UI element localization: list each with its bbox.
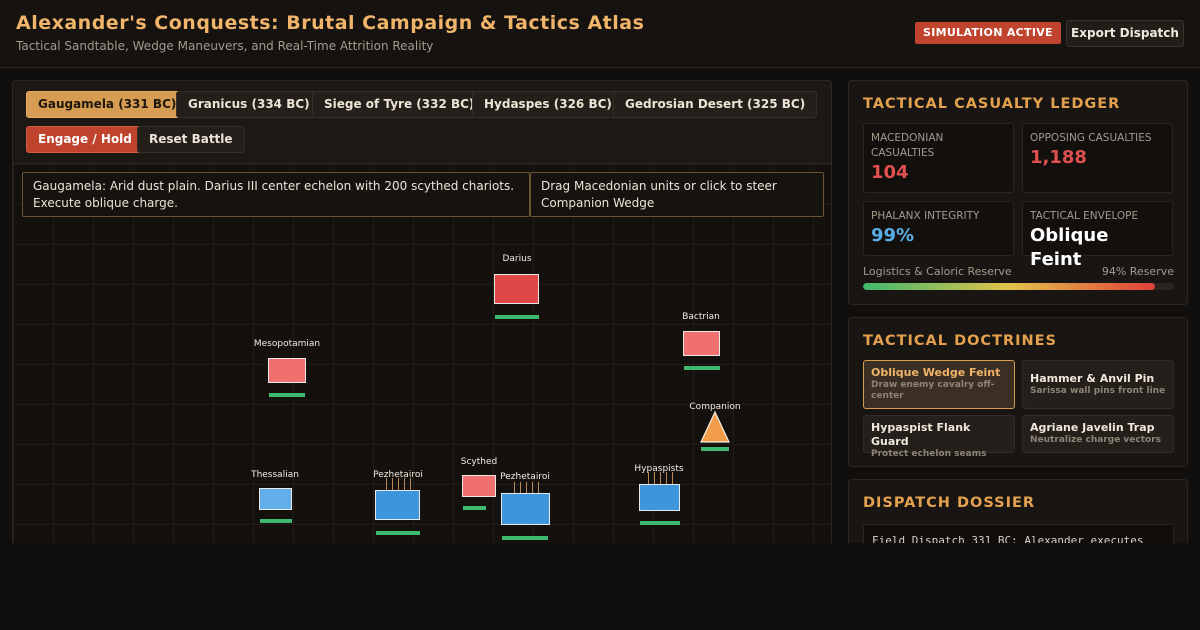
battle-toolbar: Gaugamela (331 BC) Granicus (334 BC) Sie…: [13, 81, 831, 164]
stat-value: 104: [871, 162, 909, 183]
doctrines-title: TACTICAL DOCTRINES: [863, 333, 1058, 349]
doctrine-description: Neutralize charge vectors: [1030, 435, 1162, 445]
doctrine-description: Draw enemy cavalry off-center: [871, 380, 995, 401]
sarissa-spears-icon: [385, 478, 415, 490]
unit-label: Companion: [689, 402, 741, 412]
unit-body: [462, 475, 496, 497]
reserve-value: 94% Reserve: [1101, 265, 1174, 278]
reserve-label: Logistics & Caloric Reserve: [863, 265, 1012, 278]
reserve-progress-fill: [863, 283, 1156, 290]
battlefield-map[interactable]: Gaugamela: Arid dust plain. Darius III c…: [13, 164, 831, 549]
doctrine-oblique-wedge-feint[interactable]: Oblique Wedge Feint Draw enemy cavalry o…: [863, 360, 1015, 409]
doctrine-name: Hammer & Anvil Pin: [1030, 372, 1155, 385]
unit-health-bar: [495, 315, 539, 319]
map-interaction-hint: Drag Macedonian units or click to steer …: [530, 172, 824, 217]
reserve-row: Logistics & Caloric Reserve 94% Reserve: [863, 265, 1174, 278]
tab-battle-gedrosian[interactable]: Gedrosian Desert (325 BC): [613, 91, 818, 118]
viewport-blank-area: [0, 543, 1200, 630]
companion-wedge-icon: [700, 410, 730, 443]
unit-body: [494, 274, 539, 304]
tab-battle-hydaspes[interactable]: Hydaspes (326 BC): [472, 91, 624, 118]
battle-map-panel: Gaugamela (331 BC) Granicus (334 BC) Sie…: [12, 80, 832, 550]
doctrine-hypaspist-flank-guard[interactable]: Hypaspist Flank Guard Protect echelon se…: [863, 415, 1015, 459]
simulation-status-badge: SIMULATION ACTIVE: [915, 22, 1061, 44]
unit-health-bar: [502, 536, 548, 540]
unit-body: [639, 484, 680, 511]
battle-briefing: Gaugamela: Arid dust plain. Darius III c…: [22, 172, 530, 217]
stat-label: OPPOSING CASUALTIES: [1030, 132, 1152, 144]
doctrine-description: Sarissa wall pins front line: [1030, 386, 1166, 396]
tactical-envelope-stat: TACTICAL ENVELOPE Oblique Feint: [1022, 201, 1173, 270]
doctrine-name: Agriane Javelin Trap: [1030, 421, 1155, 434]
reserve-progress-bar: [863, 283, 1174, 290]
unit-label: Mesopotamian: [253, 339, 321, 349]
tab-battle-tyre[interactable]: Siege of Tyre (332 BC): [312, 91, 487, 118]
unit-health-bar: [701, 447, 729, 451]
sarissa-spears-icon: [513, 482, 543, 494]
unit-body: [268, 358, 306, 383]
unit-label: Pezhetairoi: [373, 470, 423, 480]
engage-hold-button[interactable]: Engage / Hold: [26, 126, 144, 153]
casualty-ledger-panel: TACTICAL CASUALTY LEDGER MACEDONIAN CASU…: [848, 80, 1188, 305]
doctrine-name: Hypaspist Flank Guard: [871, 421, 971, 448]
tab-battle-gaugamela[interactable]: Gaugamela (331 BC): [26, 91, 189, 118]
unit-health-bar: [640, 521, 680, 525]
unit-label: Scythed: [460, 457, 498, 467]
unit-health-bar: [376, 531, 420, 535]
unit-label: Darius: [502, 254, 532, 264]
unit-body: [259, 488, 292, 510]
export-dispatch-button[interactable]: Export Dispatch: [1066, 20, 1184, 47]
tab-battle-granicus[interactable]: Granicus (334 BC): [176, 91, 322, 118]
stat-label: TACTICAL ENVELOPE: [1030, 210, 1139, 222]
reset-battle-button[interactable]: Reset Battle: [137, 126, 245, 153]
sarissa-spears-icon: [647, 472, 677, 484]
stat-label: MACEDONIAN CASUALTIES: [871, 132, 944, 159]
macedonian-casualties-stat: MACEDONIAN CASUALTIES 104: [863, 123, 1014, 193]
app-header: Alexander's Conquests: Brutal Campaign &…: [0, 0, 1200, 68]
unit-label: Bactrian: [682, 312, 720, 322]
doctrine-agriane-javelin-trap[interactable]: Agriane Javelin Trap Neutralize charge v…: [1022, 415, 1174, 453]
phalanx-integrity-stat: PHALANX INTEGRITY 99%: [863, 201, 1014, 256]
unit-health-bar: [269, 393, 305, 397]
stat-label: PHALANX INTEGRITY: [871, 210, 980, 222]
unit-health-bar: [463, 506, 486, 510]
doctrine-hammer-anvil-pin[interactable]: Hammer & Anvil Pin Sarissa wall pins fro…: [1022, 360, 1174, 409]
unit-label: Thessalian: [251, 470, 299, 480]
dossier-title: DISPATCH DOSSIER: [863, 495, 1036, 511]
doctrine-description: Protect echelon seams: [871, 449, 987, 459]
stat-value: 1,188: [1030, 147, 1087, 168]
opposing-casualties-stat: OPPOSING CASUALTIES 1,188: [1022, 123, 1173, 193]
unit-body: [375, 490, 420, 520]
stat-value: 99%: [871, 225, 915, 246]
doctrine-name: Oblique Wedge Feint: [871, 366, 1001, 379]
tactical-doctrines-panel: TACTICAL DOCTRINES Oblique Wedge Feint D…: [848, 317, 1188, 467]
ledger-title: TACTICAL CASUALTY LEDGER: [863, 96, 1121, 112]
unit-label: Pezhetairoi: [500, 472, 550, 482]
unit-label: Hypaspists: [634, 464, 684, 474]
unit-body: [501, 493, 550, 525]
stat-value: Oblique Feint: [1030, 225, 1109, 270]
app-subtitle: Tactical Sandtable, Wedge Maneuvers, and…: [16, 39, 434, 53]
unit-health-bar: [260, 519, 292, 523]
unit-health-bar: [684, 366, 720, 370]
app-title: Alexander's Conquests: Brutal Campaign &…: [16, 12, 645, 34]
unit-body: [683, 331, 720, 356]
